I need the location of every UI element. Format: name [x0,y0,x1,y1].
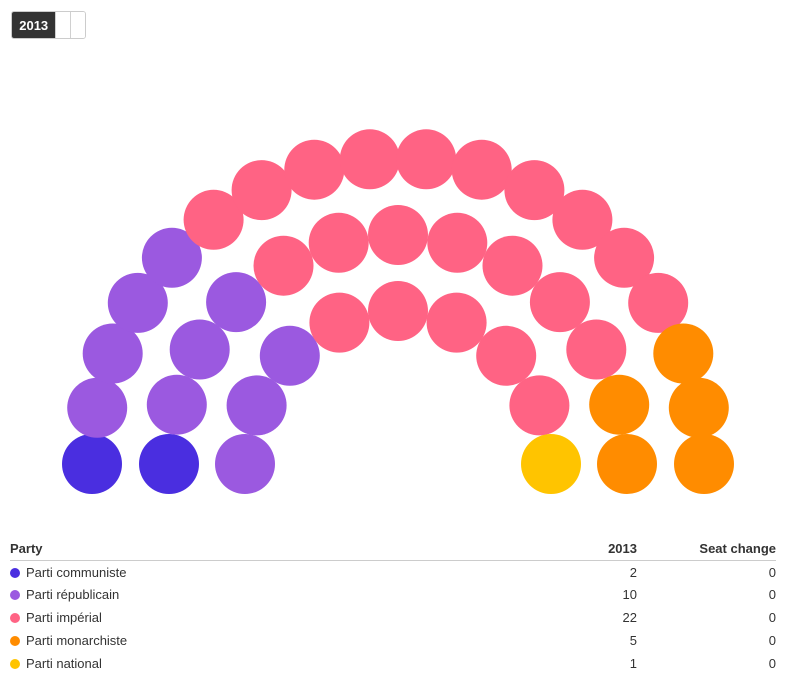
change-cell: 0 [768,656,776,671]
seat [308,212,369,273]
seat [82,323,143,384]
seat [259,325,320,386]
seat [284,139,345,200]
header-party: Party [10,537,550,561]
seat [231,160,292,221]
party-name: Parti impérial [26,610,102,625]
seat [253,235,314,296]
seat [552,189,613,250]
seat [529,272,590,333]
seat [521,434,581,494]
party-cell: Parti national [10,652,550,675]
seat [566,319,627,380]
seat [668,377,729,438]
seat [597,434,657,494]
seat [653,323,714,384]
header-year: 2013 [550,537,637,561]
change-cell: 0 [768,587,776,602]
seat [426,292,487,353]
table-header-row: Party 2013 Seat change [10,537,776,561]
party-name: Parti républicain [26,587,120,602]
party-cell: Parti communiste [10,560,550,583]
seat [339,129,400,190]
seats-cell: 5 [629,633,637,648]
seat [226,375,287,436]
table-row: Parti national 1 0 [10,652,776,675]
seat [139,434,199,494]
seat [476,325,537,386]
seat [183,189,244,250]
table-row: Parti monarchiste 5 0 [10,629,776,652]
change-cell: 0 [768,633,776,648]
seat [215,434,275,494]
seat [62,434,122,494]
table-row: Parti républicain 10 0 [10,583,776,606]
year-tab-empty-2[interactable] [70,12,85,38]
year-selector: 2013 [11,11,86,39]
seat [368,281,428,341]
change-cell: 0 [768,610,776,625]
seat [504,160,565,221]
seat [451,139,512,200]
party-color-dot [10,613,20,623]
year-tab-empty-1[interactable] [55,12,71,38]
party-name: Parti national [26,656,102,671]
party-color-dot [10,590,20,600]
seat [141,227,202,288]
seat [67,377,128,438]
change-cell: 0 [768,565,776,581]
header-seat-change: Seat change [637,537,776,561]
seat [146,374,207,435]
seat [169,319,230,380]
seats-cell: 22 [622,610,637,625]
seats-cell: 10 [622,587,637,602]
table-row: Parti communiste 2 0 [10,560,776,583]
seat [107,272,168,333]
party-color-dot [10,568,20,579]
seat [427,212,488,273]
seat [628,272,689,333]
parliament-chart [62,129,734,494]
party-name: Parti monarchiste [26,633,128,648]
seat [396,129,457,190]
year-tab-2013[interactable]: 2013 [12,12,56,38]
seat [368,205,428,265]
seat [509,375,570,436]
seat [206,272,267,333]
seat [482,235,543,296]
seat [309,292,370,353]
party-cell: Parti impérial [10,606,550,629]
seats-cell: 2 [629,565,637,581]
table-row: Parti impérial 22 0 [10,606,776,629]
seats-cell: 1 [629,656,637,671]
party-cell: Parti républicain [10,583,550,606]
seat [589,374,650,435]
party-cell: Parti monarchiste [10,629,550,652]
party-color-dot [10,636,20,646]
party-name: Parti communiste [26,565,127,581]
seat [594,227,655,288]
results-table: Party 2013 Seat change Parti communiste … [10,537,776,675]
seat [674,434,734,494]
party-color-dot [10,659,20,669]
